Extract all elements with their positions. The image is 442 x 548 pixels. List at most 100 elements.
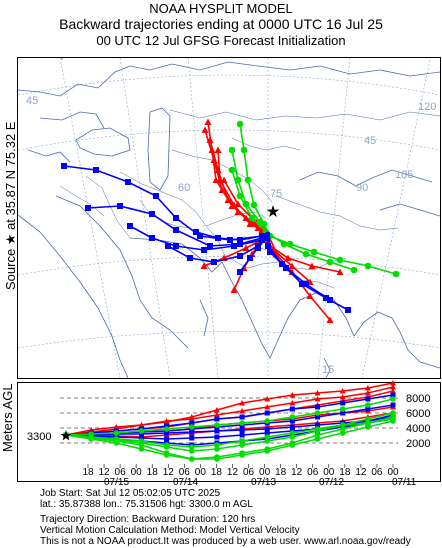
height-marker-circle — [339, 426, 346, 432]
date-label-0712: 07/12 — [319, 477, 344, 488]
height-marker-circle — [188, 456, 195, 462]
map-marker-square — [149, 235, 155, 241]
map-trajectory-line — [268, 231, 331, 301]
height-marker-circle — [264, 448, 271, 454]
time-tick-label: 06 — [179, 467, 191, 478]
map-marker-circle — [302, 250, 310, 258]
start-height-label: 3300 — [27, 431, 51, 443]
height-marker-square — [365, 396, 371, 402]
height-trajectory-line — [65, 418, 394, 448]
map-marker-square — [215, 235, 221, 241]
map-marker-circle — [236, 192, 244, 200]
height-trajectory-line — [65, 416, 394, 460]
map-marker-square — [117, 203, 123, 209]
map-marker-circle — [280, 240, 288, 248]
height-marker-circle — [365, 416, 371, 422]
height-marker-triangle — [390, 380, 396, 386]
date-label-0711: 07/11 — [392, 477, 417, 488]
height-marker-triangle — [390, 388, 396, 394]
height-marker-circle — [214, 446, 220, 452]
time-tick-label: 06 — [243, 467, 255, 478]
map-marker-circle — [244, 176, 252, 184]
date-label-0713: 07/13 — [251, 477, 276, 488]
time-ticks — [87, 464, 394, 468]
map-marker-triangle — [234, 200, 242, 207]
height-marker-circle — [239, 438, 245, 444]
height-marker-square — [390, 392, 396, 398]
height-marker-square — [390, 402, 396, 408]
map-marker-square — [227, 237, 233, 243]
height-marker-square — [164, 430, 170, 436]
height-marker-circle — [239, 452, 245, 458]
map-graticule — [18, 58, 440, 378]
title-block: NOAA HYSPLIT MODEL Backward trajectories… — [0, 0, 442, 49]
source-coords: lat.: 35.87388 lon.: 75.31506 hgt: 3300.… — [40, 499, 253, 510]
lon-label-75: 75 — [270, 188, 282, 200]
height-marker-circle — [390, 410, 396, 416]
height-marker-triangle — [213, 412, 220, 418]
height-marker-circle — [390, 416, 396, 422]
height-marker-square — [164, 436, 170, 442]
height-marker-circle — [113, 430, 120, 436]
lon-label-60: 60 — [178, 182, 190, 194]
map-marker-square — [255, 245, 261, 251]
height-marker-triangle — [364, 390, 371, 396]
height-trajectory-line — [65, 386, 394, 436]
map-marker-triangle — [336, 268, 344, 275]
height-marker-circle — [239, 420, 245, 426]
height-marker-circle — [138, 428, 145, 434]
height-marker-square — [214, 428, 220, 434]
map-marker-triangle — [224, 196, 232, 203]
height-marker-circle — [214, 442, 220, 448]
map-marker-triangle — [306, 292, 314, 299]
map-grid-labels: 45 60 75 90 105 120 15 45 — [26, 95, 436, 376]
time-tick-label: 06 — [115, 467, 127, 478]
map-marker-square — [237, 253, 243, 259]
height-marker-triangle — [188, 416, 195, 422]
map-marker-triangle — [204, 118, 212, 125]
map-marker-square — [267, 249, 273, 255]
height-marker-circle — [113, 440, 120, 446]
map-marker-circle — [248, 214, 256, 222]
height-marker-square — [340, 410, 346, 416]
height-trajectory-line — [66, 416, 394, 436]
map-marker-triangle — [220, 176, 228, 183]
job-info: Job Start: Sat Jul 12 05:02:05 UTC 2025 … — [40, 488, 411, 547]
map-marker-triangle — [242, 244, 250, 251]
time-tick-label: 12 — [163, 467, 175, 478]
time-tick-label: 18 — [339, 467, 351, 478]
time-tick-label: 06 — [371, 467, 383, 478]
date-label-0714: 07/14 — [173, 477, 198, 488]
map-marker-square — [299, 281, 305, 287]
height-marker-triangle — [339, 394, 346, 400]
height-marker-square — [264, 426, 270, 432]
map-marker-triangle — [242, 214, 250, 221]
height-marker-square — [365, 406, 371, 412]
map-marker-square — [207, 243, 213, 249]
height-marker-circle — [339, 406, 346, 412]
y-tick-2000: 2000 — [406, 438, 430, 450]
height-marker-triangle — [239, 400, 246, 406]
map-marker-circle — [336, 256, 344, 264]
height-marker-square — [239, 427, 245, 433]
map-marker-square — [173, 215, 179, 221]
map-marker-triangle — [246, 220, 254, 227]
height-marker-square — [289, 424, 295, 430]
model-title: NOAA HYSPLIT MODEL — [149, 1, 293, 16]
map-marker-square — [173, 243, 179, 249]
map-marker-triangle — [200, 262, 208, 269]
map-marker-square — [237, 269, 243, 275]
map-marker-square — [197, 233, 203, 239]
time-tick-label: 00 — [323, 467, 335, 478]
job-start: Job Start: Sat Jul 12 05:02:05 UTC 2025 — [40, 488, 221, 499]
source-star-icon — [266, 205, 280, 217]
height-trajectory-line — [65, 394, 394, 436]
map-marker-circle — [392, 270, 400, 278]
map-marker-square — [211, 259, 217, 265]
height-marker-circle — [264, 438, 271, 444]
height-trajectory-line — [65, 398, 394, 436]
height-marker-square — [214, 434, 220, 440]
height-marker-circle — [339, 430, 346, 436]
height-marker-triangle — [390, 384, 396, 390]
height-marker-circle — [138, 446, 145, 452]
